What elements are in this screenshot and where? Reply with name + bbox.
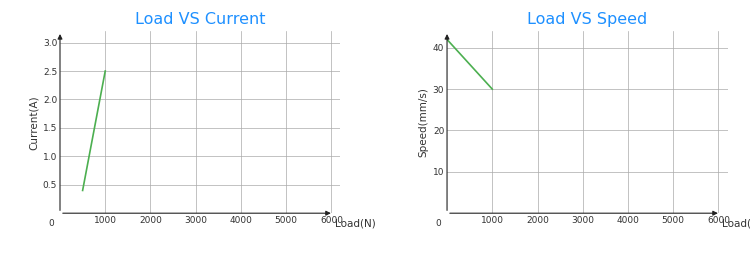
- Y-axis label: Current(A): Current(A): [28, 95, 39, 150]
- Y-axis label: Speed(mm/s): Speed(mm/s): [419, 87, 428, 157]
- Text: Load(N): Load(N): [335, 218, 376, 228]
- Text: 0: 0: [49, 219, 55, 228]
- Text: 0: 0: [436, 219, 442, 228]
- Title: Load VS Speed: Load VS Speed: [527, 12, 647, 27]
- Title: Load VS Current: Load VS Current: [135, 12, 266, 27]
- Text: Load(N): Load(N): [722, 218, 750, 228]
